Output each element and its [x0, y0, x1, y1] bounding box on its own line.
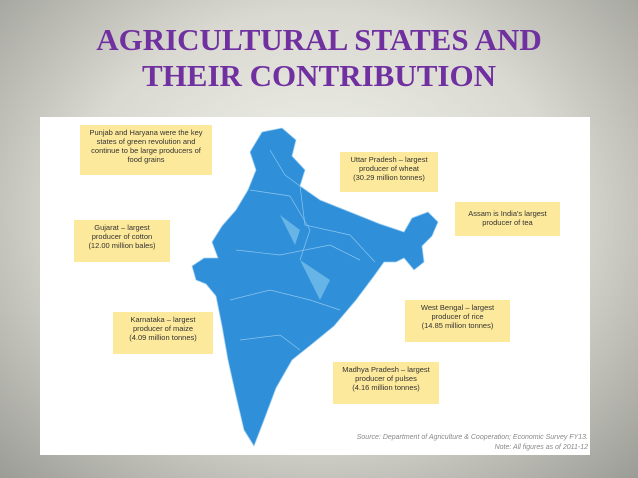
callout-text: food grains	[127, 155, 165, 164]
callout-text: producer of maize	[132, 324, 194, 333]
callout-text: producer of tea	[482, 218, 533, 227]
callout: Uttar Pradesh – largest producer of wheat…	[340, 152, 438, 192]
callout-text: producer of wheat	[358, 164, 420, 173]
source-note: Source: Department of Agriculture & Coop…	[357, 433, 588, 453]
title-line: THEIR CONTRIBUTION	[142, 58, 496, 93]
callout-text: (14.85 million tonnes)	[421, 321, 494, 330]
title: AGRICULTURAL STATES AND THEIR CONTRIBUTI…	[0, 22, 638, 94]
callout-text: Punjab and Haryana were the key	[89, 128, 203, 137]
callout: Punjab and Haryana were the key states of…	[80, 125, 212, 175]
highlight	[280, 215, 330, 300]
callout-text: producer of rice	[431, 312, 484, 321]
title-line: AGRICULTURAL STATES AND	[96, 22, 542, 57]
callout-text: Karnataka – largest	[130, 315, 196, 324]
callout: West Bengal – largest producer of rice (14…	[405, 300, 510, 342]
callout: Assam is India's largest producer of tea	[455, 202, 560, 236]
callout-text: (4.09 million tonnes)	[129, 333, 197, 342]
callout-text: Gujarat – largest	[94, 223, 150, 232]
callout-text: (4.16 million tonnes)	[352, 383, 420, 392]
callout-text: states of green revolution and	[96, 137, 196, 146]
state-borders	[229, 149, 376, 351]
callout: Gujarat – largest producer of cotton (12.0…	[74, 220, 170, 262]
callout-text: Madhya Pradesh – largest	[342, 365, 430, 374]
callout: Madhya Pradesh – largest producer of puls…	[333, 362, 439, 404]
callout-text: (30.29 million tonnes)	[353, 173, 425, 182]
callout-text: producer of cotton	[91, 232, 153, 241]
source-text: Note: All figures as of 2011-12	[494, 444, 588, 451]
callout-text: continue to be large producers of	[91, 146, 201, 155]
callout: Karnataka – largest producer of maize (4.0…	[113, 312, 213, 354]
callout-text: West Bengal – largest	[420, 303, 495, 312]
callout-text: producer of pulses	[355, 374, 417, 383]
callout-text: Assam is India's largest	[468, 209, 547, 218]
callout-text: (12.00 million bales)	[88, 241, 156, 250]
source-text: Source: Department of Agriculture & Coop…	[356, 434, 588, 441]
callout-text: Uttar Pradesh – largest	[350, 155, 428, 164]
